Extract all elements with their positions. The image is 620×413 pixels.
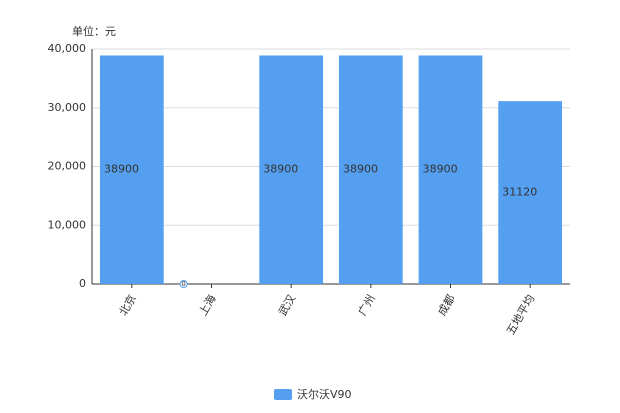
x-tick-label: 五地平均 bbox=[504, 293, 537, 338]
bar bbox=[99, 55, 164, 285]
x-tick-label: 成都 bbox=[435, 293, 457, 319]
x-tick-label: 北京 bbox=[116, 292, 139, 318]
data-label: 38900 bbox=[423, 163, 458, 176]
data-label-badge bbox=[179, 280, 188, 288]
x-tick-label: 上海 bbox=[196, 292, 219, 318]
x-tick-label: 广州 bbox=[356, 293, 378, 319]
data-label: 38900 bbox=[343, 163, 378, 176]
x-tick-label: 武汉 bbox=[276, 293, 298, 319]
bar bbox=[418, 55, 483, 285]
y-tick-label: 20,000 bbox=[48, 160, 87, 173]
y-tick-label: 40,000 bbox=[48, 42, 87, 55]
y-tick-label: 30,000 bbox=[48, 101, 87, 114]
data-label: 31120 bbox=[502, 186, 537, 199]
data-label: 0 bbox=[181, 280, 185, 288]
bar bbox=[498, 101, 563, 284]
legend-label: 沃尔沃V90 bbox=[297, 388, 352, 401]
y-tick-label: 10,000 bbox=[48, 218, 87, 231]
y-tick-label: 0 bbox=[79, 277, 86, 290]
data-label: 38900 bbox=[104, 163, 139, 176]
bar bbox=[338, 55, 403, 285]
bar bbox=[259, 55, 324, 285]
unit-label: 单位：元 bbox=[72, 24, 116, 38]
legend-swatch bbox=[274, 389, 292, 400]
data-label: 38900 bbox=[263, 163, 298, 176]
